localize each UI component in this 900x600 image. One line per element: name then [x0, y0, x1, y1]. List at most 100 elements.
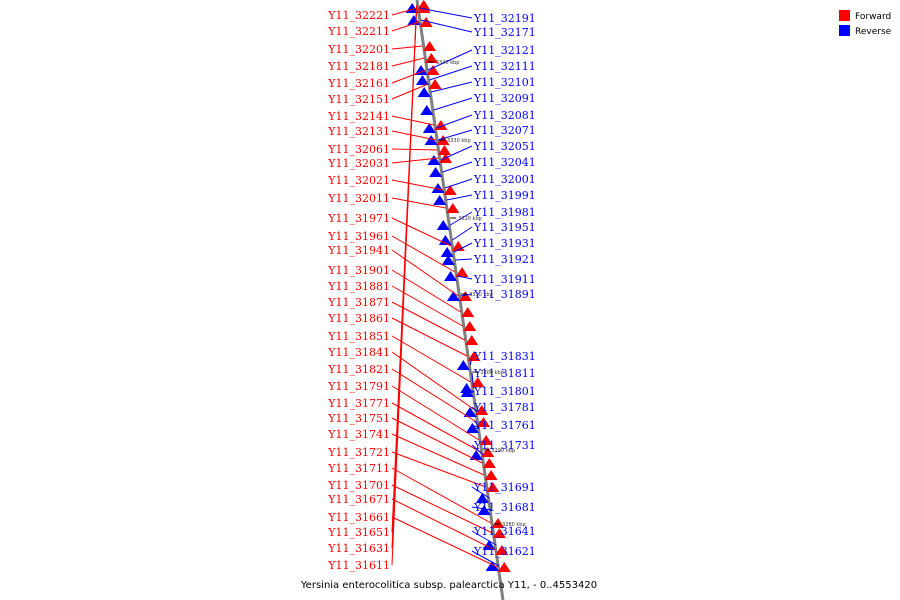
- gene-label[interactable]: Y11_31861: [327, 312, 390, 325]
- gene-label[interactable]: Y11_31721: [327, 446, 390, 459]
- gene-label[interactable]: Y11_32181: [327, 60, 390, 73]
- gene-label[interactable]: Y11_31801: [473, 385, 536, 398]
- gene-label[interactable]: Y11_31691: [473, 481, 536, 494]
- gene-label[interactable]: Y11_32101: [473, 76, 536, 89]
- gene-label[interactable]: Y11_32121: [473, 44, 536, 57]
- forward-gene-Y11_31661[interactable]: [497, 562, 511, 572]
- reverse-gene-Y11_31641[interactable]: [482, 540, 496, 550]
- gene-label[interactable]: Y11_32051: [473, 140, 536, 153]
- forward-gene-Y11_31741[interactable]: [484, 470, 498, 480]
- gene-label[interactable]: Y11_31811: [473, 367, 536, 380]
- gene-label[interactable]: Y11_31671: [327, 493, 390, 506]
- gene-label[interactable]: Y11_32201: [327, 43, 390, 56]
- reverse-gene-Y11_32091[interactable]: [420, 105, 434, 115]
- reverse-gene-Y11_32111[interactable]: [415, 75, 429, 85]
- gene-label[interactable]: Y11_31961: [327, 230, 390, 243]
- forward-gene-Y11_31751[interactable]: [482, 458, 496, 468]
- forward-gene-Y11_31671[interactable]: [495, 545, 509, 555]
- reverse-gene-Y11_32041[interactable]: [429, 167, 443, 177]
- gene-label[interactable]: Y11_31661: [327, 511, 390, 524]
- reverse-gene-Y11_32051[interactable]: [427, 155, 441, 165]
- gene-label[interactable]: Y11_32081: [473, 109, 536, 122]
- forward-gene-Y11_31851[interactable]: [471, 377, 485, 387]
- gene-label[interactable]: Y11_32061: [327, 143, 390, 156]
- gene-label[interactable]: Y11_31951: [473, 221, 536, 234]
- gene-label[interactable]: Y11_32071: [473, 124, 536, 137]
- reverse-gene-Y11_31931[interactable]: [440, 247, 454, 257]
- gene-label[interactable]: Y11_31621: [473, 545, 536, 558]
- reverse-gene-Y11_31801[interactable]: [460, 387, 474, 397]
- gene-label[interactable]: Y11_32131: [327, 125, 390, 138]
- gene-label[interactable]: Y11_31931: [473, 237, 536, 250]
- reverse-gene-Y11_32001[interactable]: [431, 183, 445, 193]
- forward-gene-Y11_31721[interactable]: [486, 482, 500, 492]
- gene-label[interactable]: Y11_32161: [327, 77, 390, 90]
- forward-gene-Y11_31711[interactable]: [491, 518, 505, 528]
- forward-gene-Y11_31861[interactable]: [467, 351, 481, 361]
- forward-gene-Y11_32181[interactable]: [424, 53, 438, 63]
- forward-gene-Y11_31901[interactable]: [461, 307, 475, 317]
- gene-label[interactable]: Y11_31871: [327, 296, 390, 309]
- forward-gene-Y11_31611[interactable]: [417, 0, 431, 10]
- gene-label[interactable]: Y11_32041: [473, 156, 536, 169]
- gene-label[interactable]: Y11_31751: [327, 412, 390, 425]
- reverse-gene-Y11_31621[interactable]: [485, 561, 499, 571]
- gene-label[interactable]: Y11_31651: [327, 526, 390, 539]
- gene-label[interactable]: Y11_31921: [473, 253, 536, 266]
- gene-label[interactable]: Y11_31881: [327, 280, 390, 293]
- gene-label[interactable]: Y11_32211: [327, 25, 390, 38]
- forward-gene-Y11_31941[interactable]: [458, 291, 472, 301]
- gene-label[interactable]: Y11_31731: [473, 439, 536, 452]
- gene-label[interactable]: Y11_32001: [473, 173, 536, 186]
- gene-label[interactable]: Y11_31891: [473, 288, 536, 301]
- reverse-gene-Y11_31891[interactable]: [446, 291, 460, 301]
- forward-gene-Y11_31771[interactable]: [481, 447, 495, 457]
- gene-label[interactable]: Y11_31631: [327, 542, 390, 555]
- forward-gene-Y11_31881[interactable]: [463, 321, 477, 331]
- forward-gene-Y11_32061[interactable]: [438, 145, 451, 155]
- gene-label[interactable]: Y11_31851: [327, 330, 390, 343]
- gene-label[interactable]: Y11_31971: [327, 212, 390, 225]
- gene-label[interactable]: Y11_31991: [473, 189, 536, 202]
- reverse-gene-Y11_32101[interactable]: [417, 87, 431, 97]
- forward-gene-Y11_31791[interactable]: [479, 435, 493, 445]
- gene-label[interactable]: Y11_32171: [473, 26, 536, 39]
- gene-label[interactable]: Y11_32191: [473, 12, 536, 25]
- forward-gene-Y11_32211[interactable]: [419, 17, 433, 27]
- gene-label[interactable]: Y11_31901: [327, 264, 390, 277]
- gene-label[interactable]: Y11_32111: [473, 60, 536, 73]
- gene-label[interactable]: Y11_31831: [473, 350, 536, 363]
- reverse-gene-Y11_31991[interactable]: [433, 195, 447, 205]
- gene-label[interactable]: Y11_31701: [327, 479, 390, 492]
- gene-label[interactable]: Y11_31761: [473, 419, 536, 432]
- gene-label[interactable]: Y11_32151: [327, 93, 390, 106]
- gene-label[interactable]: Y11_32031: [327, 157, 390, 170]
- gene-label[interactable]: Y11_32221: [327, 9, 390, 22]
- reverse-gene-Y11_32071[interactable]: [424, 135, 438, 145]
- gene-label[interactable]: Y11_31641: [473, 525, 536, 538]
- gene-label[interactable]: Y11_31711: [327, 462, 390, 475]
- forward-gene-Y11_32151[interactable]: [428, 79, 442, 89]
- gene-label[interactable]: Y11_31741: [327, 428, 390, 441]
- gene-label[interactable]: Y11_31681: [473, 501, 536, 514]
- forward-gene-Y11_31961[interactable]: [455, 267, 469, 277]
- reverse-gene-Y11_31921[interactable]: [441, 255, 455, 265]
- forward-gene-Y11_32201[interactable]: [423, 41, 437, 51]
- reverse-gene-Y11_31951[interactable]: [438, 235, 452, 245]
- gene-label[interactable]: Y11_31771: [327, 397, 390, 410]
- forward-gene-Y11_31871[interactable]: [465, 335, 479, 345]
- gene-label[interactable]: Y11_31981: [473, 206, 536, 219]
- reverse-gene-Y11_31731[interactable]: [469, 450, 483, 460]
- forward-gene-Y11_31841[interactable]: [475, 405, 489, 415]
- gene-label[interactable]: Y11_31911: [473, 273, 536, 286]
- gene-label[interactable]: Y11_31821: [327, 363, 390, 376]
- forward-gene-Y11_32161[interactable]: [426, 65, 440, 75]
- gene-label[interactable]: Y11_31941: [327, 244, 390, 257]
- reverse-gene-Y11_31781[interactable]: [463, 407, 477, 417]
- reverse-gene-Y11_31911[interactable]: [444, 271, 458, 281]
- forward-gene-Y11_31821[interactable]: [476, 417, 490, 427]
- gene-label[interactable]: Y11_32021: [327, 174, 390, 187]
- forward-gene-Y11_32011[interactable]: [446, 203, 460, 213]
- gene-label[interactable]: Y11_31791: [327, 380, 390, 393]
- gene-label[interactable]: Y11_31611: [327, 559, 390, 572]
